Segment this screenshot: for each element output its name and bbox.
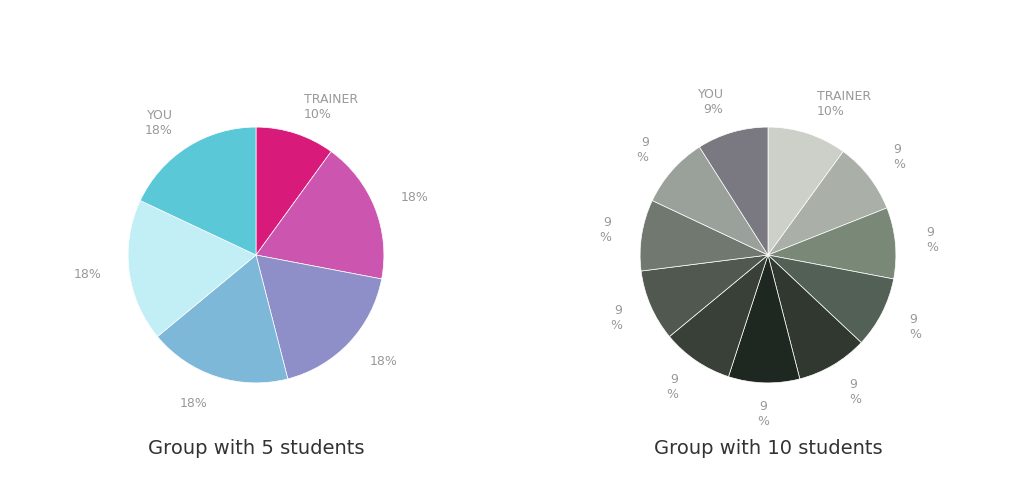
Text: Group with 5 students: Group with 5 students [147, 439, 365, 458]
Text: YOU
18%: YOU 18% [144, 110, 172, 138]
Text: 9
%: 9 % [599, 216, 611, 244]
Text: 18%: 18% [180, 396, 208, 409]
Text: 9
%: 9 % [757, 400, 769, 428]
Text: 9
%: 9 % [637, 136, 648, 164]
Wedge shape [768, 208, 896, 279]
Text: 9
%: 9 % [894, 144, 905, 172]
Wedge shape [256, 152, 384, 279]
Wedge shape [158, 255, 288, 383]
Wedge shape [768, 152, 887, 255]
Wedge shape [256, 127, 331, 255]
Wedge shape [640, 200, 768, 271]
Wedge shape [652, 147, 768, 255]
Wedge shape [140, 127, 256, 255]
Text: TRAINER
10%: TRAINER 10% [304, 93, 358, 121]
Text: Group with 10 students: Group with 10 students [653, 439, 883, 458]
Wedge shape [128, 200, 256, 336]
Text: 9
%: 9 % [849, 378, 861, 406]
Wedge shape [641, 255, 768, 336]
Text: 18%: 18% [370, 355, 397, 368]
Text: 9
%: 9 % [927, 226, 938, 254]
Wedge shape [728, 255, 800, 383]
Text: 18%: 18% [400, 191, 429, 204]
Wedge shape [768, 255, 861, 379]
Wedge shape [699, 127, 768, 255]
Wedge shape [670, 255, 768, 376]
Text: 9
%: 9 % [909, 313, 922, 341]
Wedge shape [768, 255, 894, 342]
Wedge shape [256, 255, 382, 379]
Text: 9
%: 9 % [667, 372, 679, 400]
Text: 18%: 18% [74, 268, 101, 281]
Text: 9
%: 9 % [610, 304, 622, 332]
Wedge shape [768, 127, 843, 255]
Text: TRAINER
10%: TRAINER 10% [817, 90, 871, 118]
Text: YOU
9%: YOU 9% [697, 88, 724, 116]
